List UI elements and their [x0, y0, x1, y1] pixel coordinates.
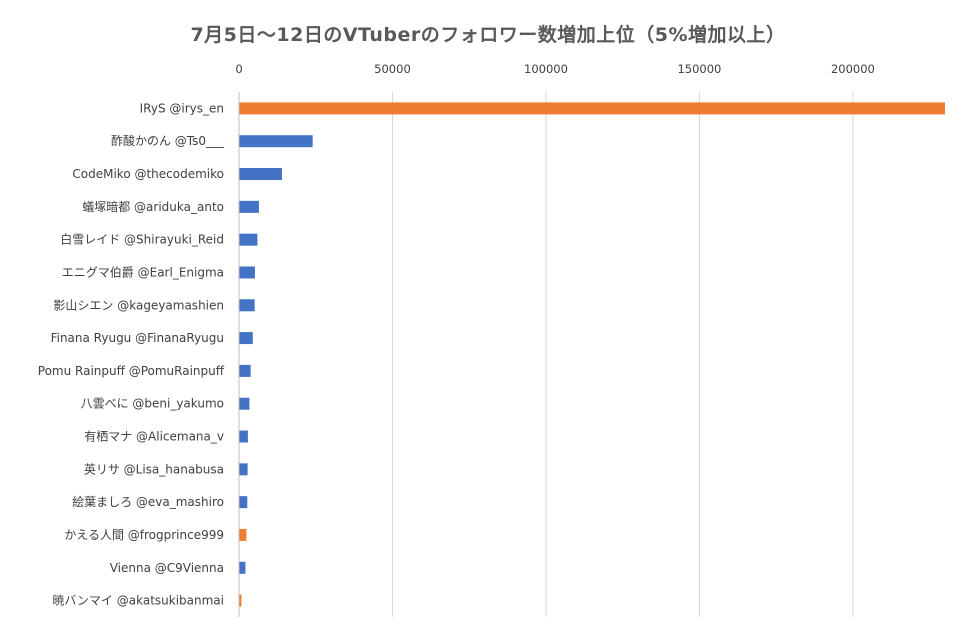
- bar: [239, 332, 253, 345]
- bar: [239, 364, 251, 377]
- bars: [239, 102, 945, 607]
- bar: [239, 561, 246, 574]
- category-label: Pomu Rainpuff @PomuRainpuff: [38, 364, 225, 378]
- bar: [239, 463, 248, 476]
- category-label: 英リサ @Lisa_hanabusa: [84, 462, 224, 476]
- x-tick-label: 200000: [831, 62, 875, 76]
- category-label: 八雲べに @beni_yakumo: [81, 397, 224, 411]
- bar: [239, 233, 258, 246]
- category-labels: IRyS @irys_en 酢酸かのん @Ts0___ CodeMiko @thec…: [38, 101, 225, 607]
- x-axis-ticks: 0 50000 100000 150000 200000: [235, 62, 875, 76]
- category-label: Vienna @C9Vienna: [110, 561, 224, 575]
- x-tick-label: 0: [235, 62, 242, 76]
- bar: [239, 528, 247, 541]
- category-label: IRyS @irys_en: [140, 101, 224, 115]
- x-tick-label: 150000: [677, 62, 721, 76]
- bar: [239, 102, 945, 115]
- category-label: 暁バンマイ @akatsukibanmai: [52, 594, 224, 608]
- category-label: 有栖マナ @Alicemana_v: [84, 429, 224, 444]
- x-tick-label: 100000: [524, 62, 568, 76]
- category-label: 影山シエン @kageyamashien: [53, 298, 224, 312]
- chart-title: 7月5日～12日のVTuberのフォロワー数増加上位（5%増加以上）: [190, 24, 786, 46]
- bar: [239, 200, 259, 213]
- category-label: 酢酸かのん @Ts0___: [111, 133, 225, 148]
- bar: [239, 299, 255, 312]
- gridlines: [238, 92, 854, 617]
- category-label: かえる人間 @frogprince999: [64, 528, 224, 542]
- category-label: エニグマ伯爵 @Earl_Enigma: [62, 264, 224, 279]
- category-label: Finana Ryugu @FinanaRyugu: [51, 331, 224, 345]
- bar: [239, 168, 282, 181]
- bar: [239, 496, 248, 509]
- x-tick-label: 50000: [374, 62, 411, 76]
- bar: [239, 594, 242, 607]
- bar: [239, 397, 250, 410]
- category-label: 白雪レイド @Shirayuki_Reid: [60, 232, 224, 247]
- bar: [239, 430, 248, 443]
- bar: [239, 266, 255, 279]
- category-label: 絵葉ましろ @eva_mashiro: [72, 494, 224, 509]
- category-label: CodeMiko @thecodemiko: [72, 167, 224, 181]
- category-label: 蟻塚暗都 @ariduka_anto: [82, 199, 224, 214]
- bar: [239, 135, 313, 148]
